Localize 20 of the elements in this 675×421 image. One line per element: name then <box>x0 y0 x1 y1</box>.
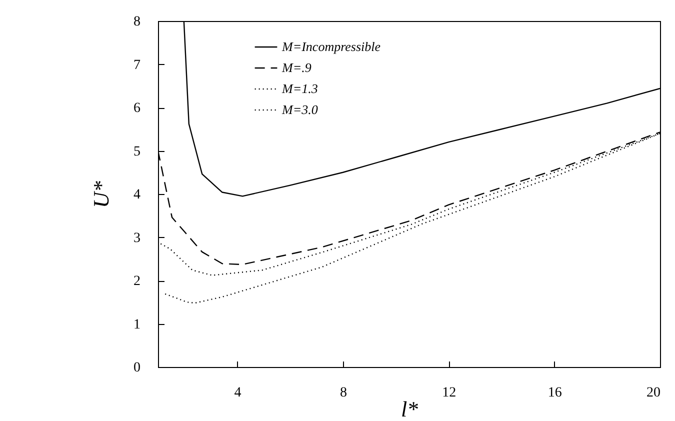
y-tick-label: 8 <box>134 14 140 30</box>
y-tick-label: 1 <box>134 317 140 332</box>
y-tick-label: 6 <box>134 101 140 116</box>
legend-label: M=3.0 <box>281 102 318 117</box>
legend-label: M=1.3 <box>281 81 318 96</box>
y-tick-label: 3 <box>134 230 140 246</box>
y-axis-title: U* <box>88 181 114 208</box>
y-tick-label: 4 <box>134 188 140 202</box>
x-axis-title: l* <box>400 396 418 421</box>
y-tick-label: 7 <box>134 58 140 73</box>
x-tick-label: 20 <box>646 386 660 400</box>
legend-label: M=.9 <box>281 60 312 75</box>
legend-label: M=Incompressible <box>281 39 381 54</box>
x-tick-label: 8 <box>340 386 347 400</box>
y-tick-label: 5 <box>134 144 140 160</box>
y-tick-label: 0 <box>134 360 140 376</box>
y-tick-label: 2 <box>134 274 140 289</box>
x-tick-label: 4 <box>234 386 242 400</box>
x-tick-label: 16 <box>548 386 562 400</box>
x-tick-label: 12 <box>442 386 456 400</box>
